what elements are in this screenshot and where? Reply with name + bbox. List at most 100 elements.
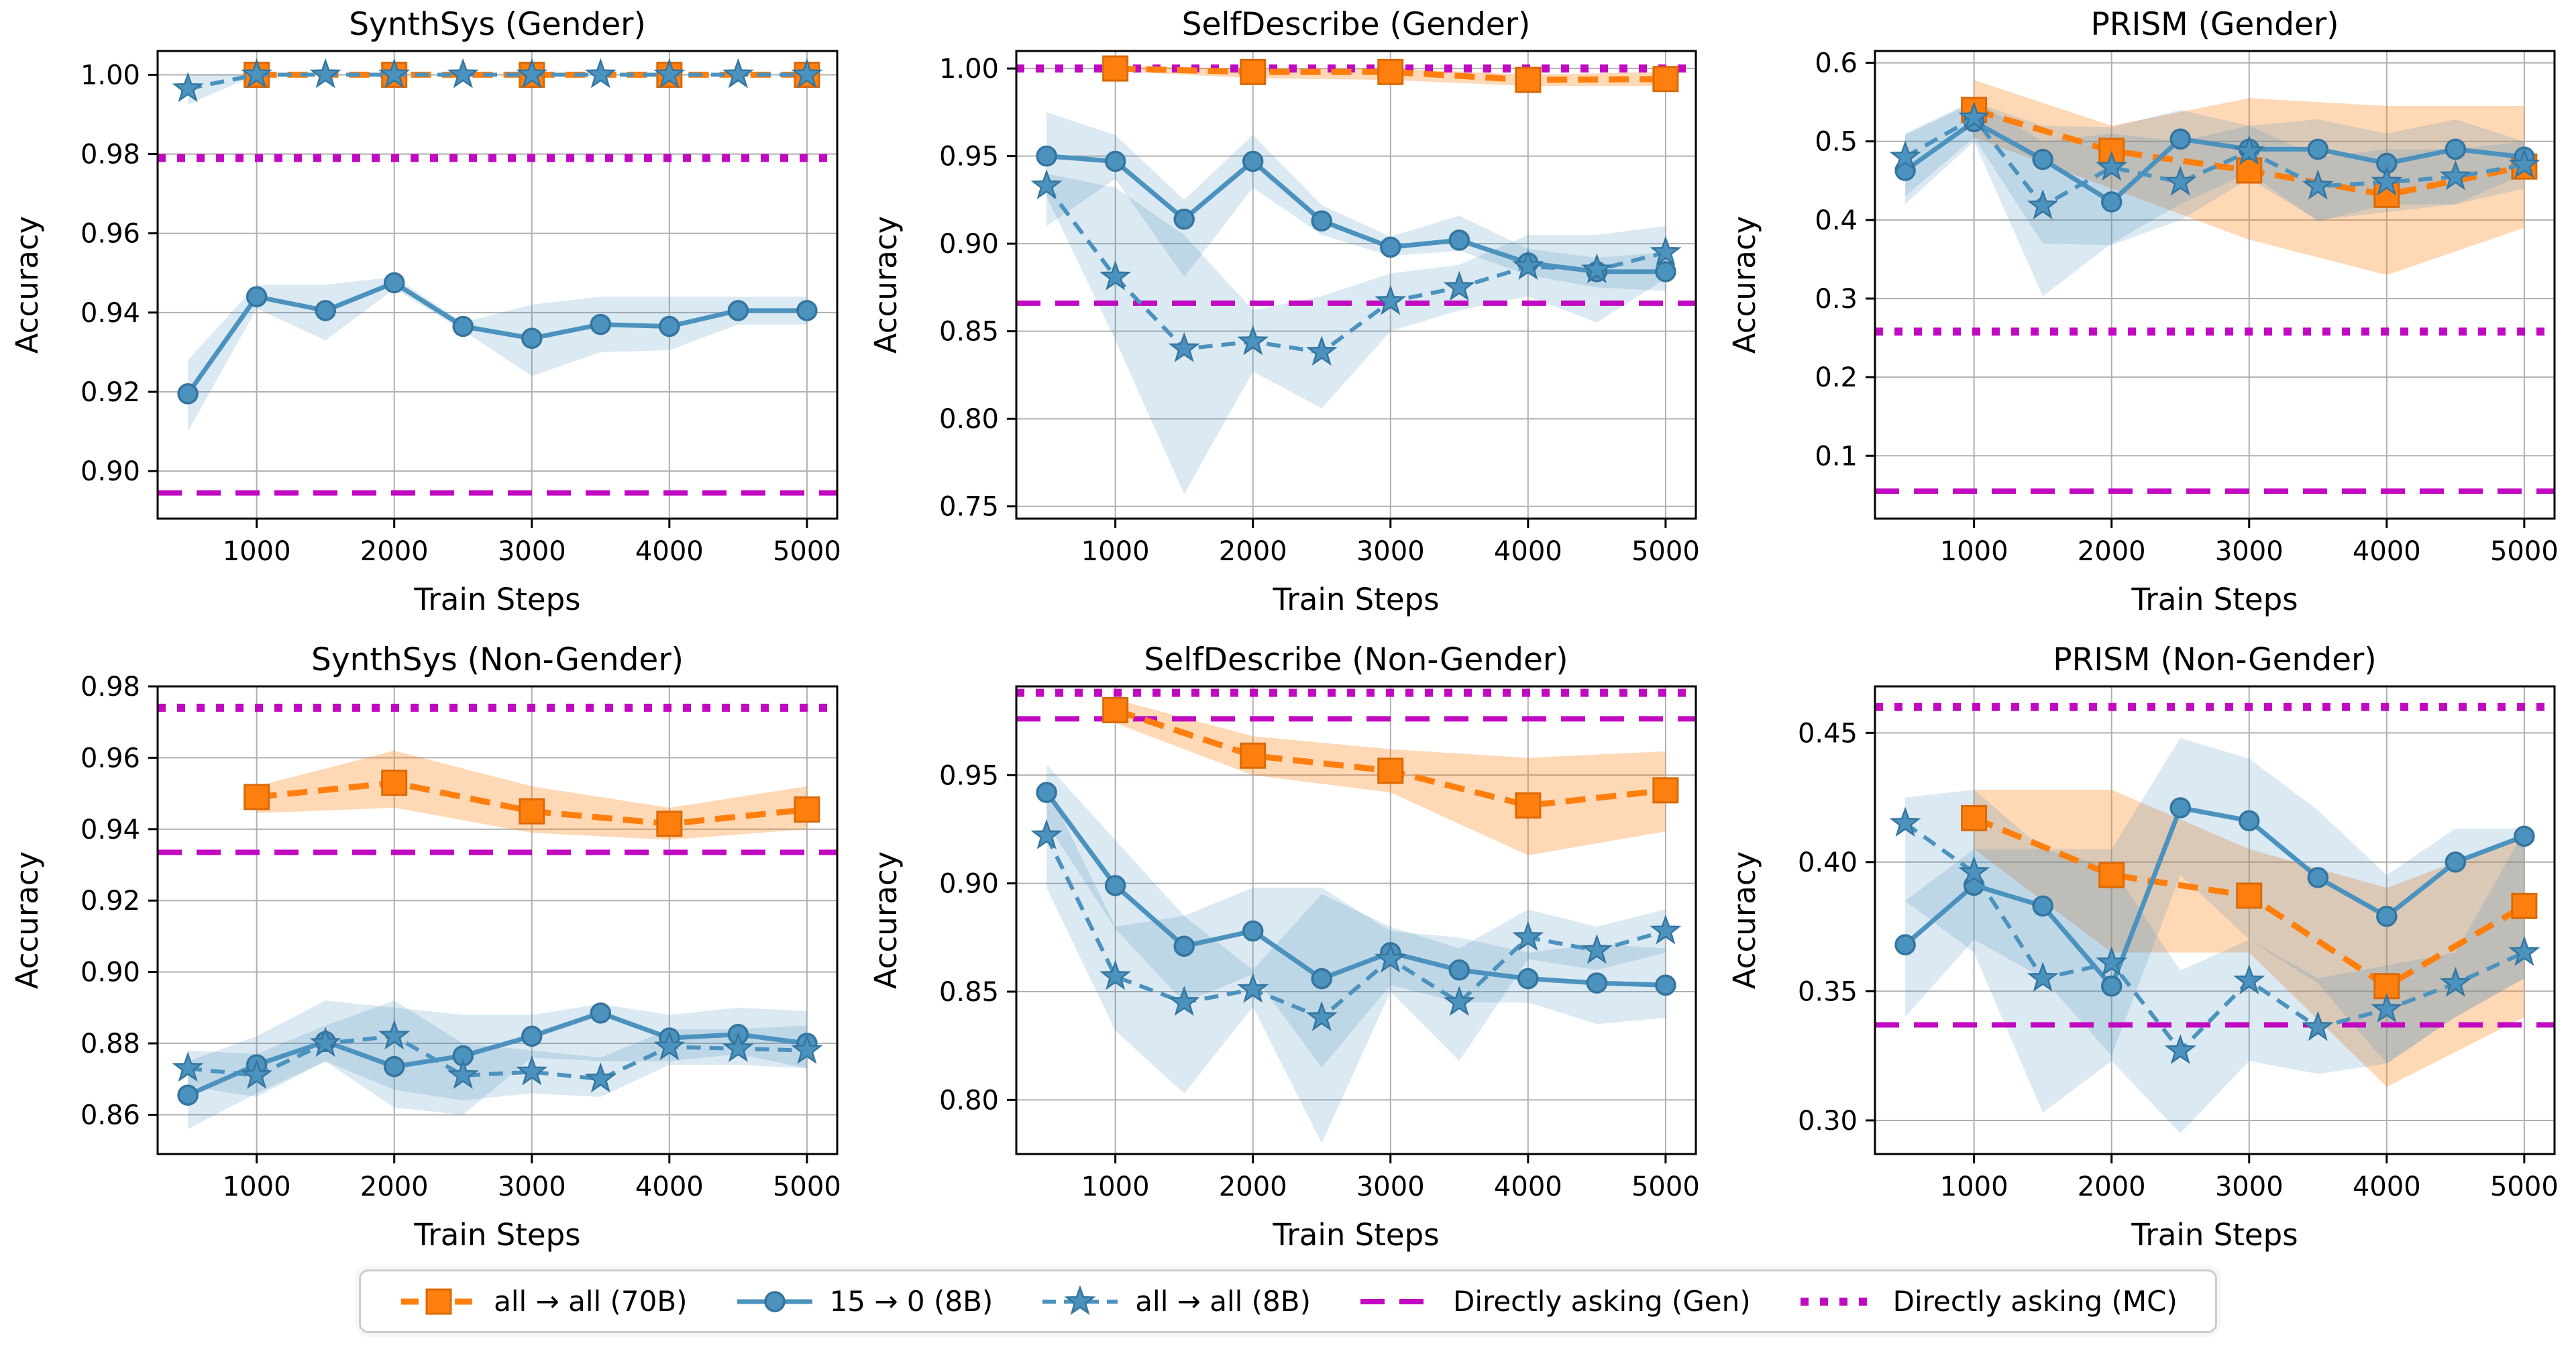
markers-all_all_8b: [1030, 819, 1682, 1031]
svg-text:5000: 5000: [1631, 1171, 1700, 1202]
svg-text:2000: 2000: [2078, 536, 2146, 567]
svg-text:0.96: 0.96: [80, 743, 140, 774]
svg-text:0.35: 0.35: [1798, 976, 1858, 1007]
svg-text:5000: 5000: [2490, 1171, 2559, 1202]
markers-all_all_70b: [244, 770, 820, 837]
svg-text:2000: 2000: [2078, 1171, 2146, 1202]
svg-text:5000: 5000: [773, 536, 841, 567]
chart-synthsys-gender: 1000 2000 3000 4000 5000 0.90 0.92 0.94 0.96 0.98…: [0, 4, 859, 631]
x-axis-label: Train Steps: [1272, 1217, 1439, 1253]
svg-text:1000: 1000: [223, 1171, 291, 1202]
svg-text:0.2: 0.2: [1815, 362, 1858, 393]
plot-area: [158, 58, 837, 496]
x-axis-ticks: 1000 2000 3000 4000 5000: [1081, 1154, 1700, 1202]
band-fifteen_zero_8b: [1046, 112, 1666, 291]
charts-grid: 1000 2000 3000 4000 5000 0.90 0.92 0.94 0.96 0.98…: [0, 4, 2576, 1267]
y-axis-label: Accuracy: [868, 851, 904, 989]
svg-text:0.40: 0.40: [1798, 847, 1858, 878]
y-axis-ticks: 0.86 0.88 0.90 0.92 0.94 0.96 0.98: [80, 672, 158, 1131]
markers-fifteen_zero_8b: [177, 272, 818, 405]
svg-text:0.92: 0.92: [80, 377, 140, 408]
axes-border: [1874, 685, 2556, 1155]
y-axis-label: Accuracy: [868, 216, 904, 354]
markers-all_all_70b: [1102, 55, 1679, 93]
svg-text:0.90: 0.90: [939, 229, 999, 260]
svg-text:0.92: 0.92: [80, 886, 140, 917]
svg-text:1000: 1000: [1940, 536, 2008, 567]
line-fifteen_zero_8b: [186, 280, 807, 395]
y-axis-label: Accuracy: [9, 216, 45, 354]
line-fifteen_zero_8b: [1044, 791, 1666, 988]
band-all_all_8b: [1905, 790, 2524, 1134]
svg-text:1.00: 1.00: [939, 54, 999, 85]
y-axis-label: Accuracy: [1727, 216, 1762, 354]
axes-border: [156, 50, 839, 520]
svg-text:0.30: 0.30: [1798, 1106, 1858, 1137]
chart-selfdescribe-gender: 1000 2000 3000 4000 5000 0.75 0.80 0.85 0.90 0.95…: [859, 4, 1717, 631]
legend: all → all (70B) 15 → 0 (8B) all → all (8B)…: [359, 1269, 2217, 1333]
legend-glyph-magenta-dotted: [1800, 1297, 1876, 1306]
legend-item-all-all-8b: all → all (8B): [1040, 1285, 1311, 1318]
line-fifteen_zero_8b: [1904, 119, 2525, 205]
x-axis-ticks: 1000 2000 3000 4000 5000: [223, 519, 841, 567]
svg-text:3000: 3000: [1356, 536, 1425, 567]
svg-text:0.94: 0.94: [80, 298, 140, 329]
x-axis-label: Train Steps: [413, 582, 580, 617]
line-fifteen_zero_8b: [1903, 805, 2526, 991]
svg-text:1000: 1000: [1940, 1171, 2008, 1202]
markers-all_all_8b: [1030, 169, 1682, 366]
plot-area: [158, 703, 837, 1129]
svg-text:3000: 3000: [498, 536, 566, 567]
axes-border: [156, 685, 839, 1155]
x-axis-label: Train Steps: [2131, 582, 2298, 617]
chart-prism-gender: 1000 2000 3000 4000 5000 0.1 0.2 0.3 0.4 0.5 0.6 PR…: [1717, 4, 2576, 631]
legend-label: 15 → 0 (8B): [829, 1285, 994, 1318]
svg-text:4000: 4000: [635, 1171, 704, 1202]
svg-text:0.88: 0.88: [80, 1029, 140, 1059]
markers-all_all_70b: [1102, 696, 1679, 819]
chart-title: SelfDescribe (Non-Gender): [1144, 641, 1568, 678]
plot-area: [1875, 702, 2555, 1134]
svg-text:0.90: 0.90: [80, 456, 140, 487]
chart-title: SelfDescribe (Gender): [1182, 6, 1531, 43]
x-axis-ticks: 1000 2000 3000 4000 5000: [1940, 519, 2559, 567]
svg-text:1000: 1000: [223, 536, 291, 567]
chart-selfdescribe-non-gender-svg: 1000 2000 3000 4000 5000 0.80 0.85 0.90 0.95 Self…: [868, 641, 1700, 1253]
svg-text:0.90: 0.90: [939, 869, 999, 900]
line-fifteen_zero_8b: [1046, 154, 1666, 274]
legend-glyph-magenta-dashed: [1360, 1298, 1436, 1304]
svg-text:3000: 3000: [498, 1171, 566, 1202]
svg-text:1000: 1000: [1081, 1171, 1150, 1202]
legend-item-directly-asking-gen: Directly asking (Gen): [1358, 1285, 1751, 1318]
band-all_all_8b: [1905, 100, 2524, 246]
markers-all_all_8b: [172, 1019, 823, 1093]
svg-text:3000: 3000: [2215, 1171, 2284, 1202]
axes-border: [1874, 50, 2556, 520]
markers-all_all_8b: [1889, 101, 2540, 219]
chart-selfdescribe-non-gender: 1000 2000 3000 4000 5000 0.80 0.85 0.90 0.95 Self…: [859, 639, 1717, 1267]
plot-area: [1016, 688, 1696, 1143]
x-axis-label: Train Steps: [1272, 582, 1439, 617]
band-all_all_8b: [1046, 173, 1666, 494]
svg-text:4000: 4000: [635, 536, 704, 567]
svg-text:2000: 2000: [360, 536, 429, 567]
svg-text:5000: 5000: [773, 1171, 841, 1202]
legend-item-directly-asking-mc: Directly asking (MC): [1798, 1285, 2178, 1318]
chart-prism-gender-svg: 1000 2000 3000 4000 5000 0.1 0.2 0.3 0.4 0.5 0.6 PR…: [1727, 6, 2559, 617]
grid-lines: [1875, 51, 2555, 519]
legend-item-all-all-70b: all → all (70B): [398, 1285, 688, 1318]
svg-text:1.00: 1.00: [80, 60, 140, 91]
svg-text:0.95: 0.95: [939, 760, 999, 791]
legend-glyph-blue-dashed-star: [1042, 1285, 1118, 1315]
x-axis-ticks: 1000 2000 3000 4000 5000: [223, 1154, 841, 1202]
legend-bar: all → all (70B) 15 → 0 (8B) all → all (8B)…: [0, 1269, 2576, 1333]
line-all_all_8b: [1044, 835, 1666, 1021]
svg-text:0.98: 0.98: [80, 140, 140, 170]
svg-text:2000: 2000: [1219, 536, 1287, 567]
chart-title: SynthSys (Gender): [349, 6, 646, 43]
legend-label: all → all (8B): [1135, 1285, 1311, 1318]
legend-item-fifteen-zero-8b: 15 → 0 (8B): [735, 1285, 994, 1318]
band-fifteen_zero_8b: [1905, 738, 2524, 1064]
svg-text:4000: 4000: [2353, 536, 2421, 567]
